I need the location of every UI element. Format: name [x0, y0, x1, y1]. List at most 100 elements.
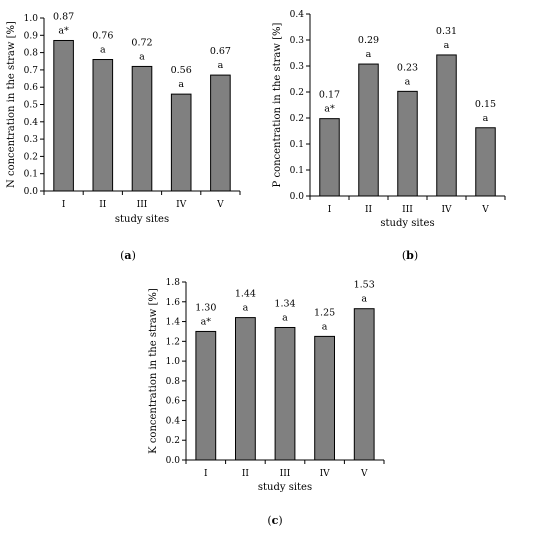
y-axis-label: P concentration in the straw [%]	[272, 22, 283, 187]
x-axis-label: study sites	[258, 482, 312, 493]
y-tick-label: 1.6	[166, 298, 181, 308]
x-tick-label: IV	[441, 205, 452, 215]
data-label: 0.29	[358, 35, 379, 46]
x-tick-label: I	[328, 205, 332, 215]
significance-letter: a	[218, 60, 224, 71]
y-tick-label: 0.8	[24, 49, 39, 59]
x-tick-label: III	[280, 469, 291, 479]
y-tick-label: 1.2	[166, 337, 180, 347]
x-tick-label: IV	[176, 200, 187, 210]
data-label: 1.25	[314, 307, 335, 318]
x-tick-label: II	[365, 205, 373, 215]
y-tick-label: 0.3	[290, 62, 305, 72]
y-tick-label: 0.4	[24, 118, 39, 128]
data-label: 0.87	[53, 11, 74, 22]
significance-letter: a	[282, 312, 288, 323]
bar-III	[397, 90, 418, 197]
x-axis-label: study sites	[115, 214, 169, 225]
significance-letter: a	[322, 321, 328, 332]
chart-panel-c: 0.0 0.2 0.4 0.6 0.8 1.0 1.2 1.4 1.6 1.8 a* 1.30 Ia 1.…	[148, 278, 385, 527]
significance-letter: a	[243, 303, 249, 314]
x-tick-label: IV	[320, 469, 331, 479]
data-label: 0.56	[171, 65, 192, 76]
y-tick-label: 0.3	[290, 36, 305, 46]
bar-V	[353, 308, 375, 461]
bar-I	[195, 330, 217, 461]
data-label: 0.67	[210, 46, 231, 57]
significance-letter: a	[483, 113, 489, 124]
y-tick-label: 0.2	[166, 436, 180, 446]
y-tick-label: 1.0	[24, 14, 39, 24]
y-tick-label: 0.7	[24, 66, 39, 76]
data-label: 1.30	[195, 302, 216, 313]
bar-I	[319, 118, 340, 197]
data-label: 0.15	[475, 99, 496, 110]
chart-panel-b: 0.0 0.1 0.1 0.2 0.2 0.3 0.3 0.4 a* 0.17 Ia 0.29 II a 0…	[272, 10, 506, 262]
y-tick-label: 0.1	[24, 170, 38, 180]
x-axis-label: study sites	[380, 218, 434, 229]
panel-label: (a)	[120, 249, 136, 262]
data-label: 0.23	[397, 62, 418, 73]
data-label: 0.17	[319, 90, 340, 101]
y-tick-label: 0.5	[24, 101, 39, 111]
y-tick-label: 1.8	[166, 278, 181, 288]
panel-label: (c)	[267, 514, 282, 527]
bar-II	[235, 317, 256, 461]
y-tick-label: 1.4	[166, 318, 181, 328]
y-tick-label: 0.6	[24, 83, 39, 93]
x-tick-label: III	[402, 205, 413, 215]
significance-letter: a	[366, 49, 372, 60]
significance-letter: a*	[58, 25, 69, 36]
bar-III	[131, 65, 153, 192]
x-tick-label: I	[204, 469, 208, 479]
y-tick-label: 0.0	[290, 192, 305, 202]
bar-IV	[314, 335, 336, 461]
x-tick-label: I	[62, 200, 66, 210]
y-tick-label: 0.4	[290, 10, 305, 20]
y-tick-label: 0.1	[290, 140, 304, 150]
bar-III	[274, 326, 296, 461]
x-tick-label: II	[242, 469, 250, 479]
y-tick-label: 0.0	[166, 456, 181, 466]
chart-panel-a: 0.0 0.1 0.2 0.3 0.4 0.5 0.6 0.7 0.8 0.9 1.0 a* 0.87 I…	[6, 11, 241, 262]
significance-letter: a	[405, 76, 411, 87]
bar-V	[210, 74, 231, 192]
bar-I	[53, 39, 74, 192]
significance-letter: a	[139, 51, 145, 62]
y-tick-label: 0.3	[24, 135, 39, 145]
data-label: 0.31	[436, 26, 457, 37]
data-label: 0.76	[92, 31, 113, 42]
y-tick-label: 0.2	[290, 114, 304, 124]
significance-letter: a	[444, 40, 450, 51]
significance-letter: a	[361, 294, 367, 305]
x-tick-label: II	[99, 200, 107, 210]
significance-letter: a	[178, 79, 184, 90]
bar-II	[92, 59, 114, 192]
data-label: 0.72	[131, 37, 152, 48]
y-tick-label: 0.4	[166, 416, 181, 426]
y-tick-label: 0.2	[290, 88, 304, 98]
x-tick-label: V	[481, 205, 489, 215]
y-axis-label: N concentration in the straw [%]	[6, 21, 17, 188]
y-axis-label: K concentration in the straw [%]	[148, 288, 159, 454]
bar-IV	[436, 54, 457, 197]
x-tick-label: III	[137, 200, 148, 210]
x-tick-label: V	[216, 200, 224, 210]
y-tick-label: 0.2	[24, 152, 38, 162]
significance-letter: a*	[324, 104, 335, 115]
bar-IV	[170, 93, 192, 192]
bar-V	[475, 127, 496, 197]
x-tick-label: V	[360, 469, 368, 479]
y-tick-label: 0.6	[166, 397, 181, 407]
y-tick-label: 0.1	[290, 166, 304, 176]
data-label: 1.34	[274, 298, 295, 309]
data-label: 1.53	[354, 280, 375, 291]
y-tick-label: 0.0	[24, 187, 39, 197]
data-label: 1.44	[235, 289, 256, 300]
bar-II	[358, 63, 379, 197]
y-tick-label: 0.9	[24, 31, 39, 41]
y-tick-label: 1.0	[166, 357, 181, 367]
panel-label: (b)	[402, 249, 418, 262]
significance-letter: a	[100, 45, 106, 56]
